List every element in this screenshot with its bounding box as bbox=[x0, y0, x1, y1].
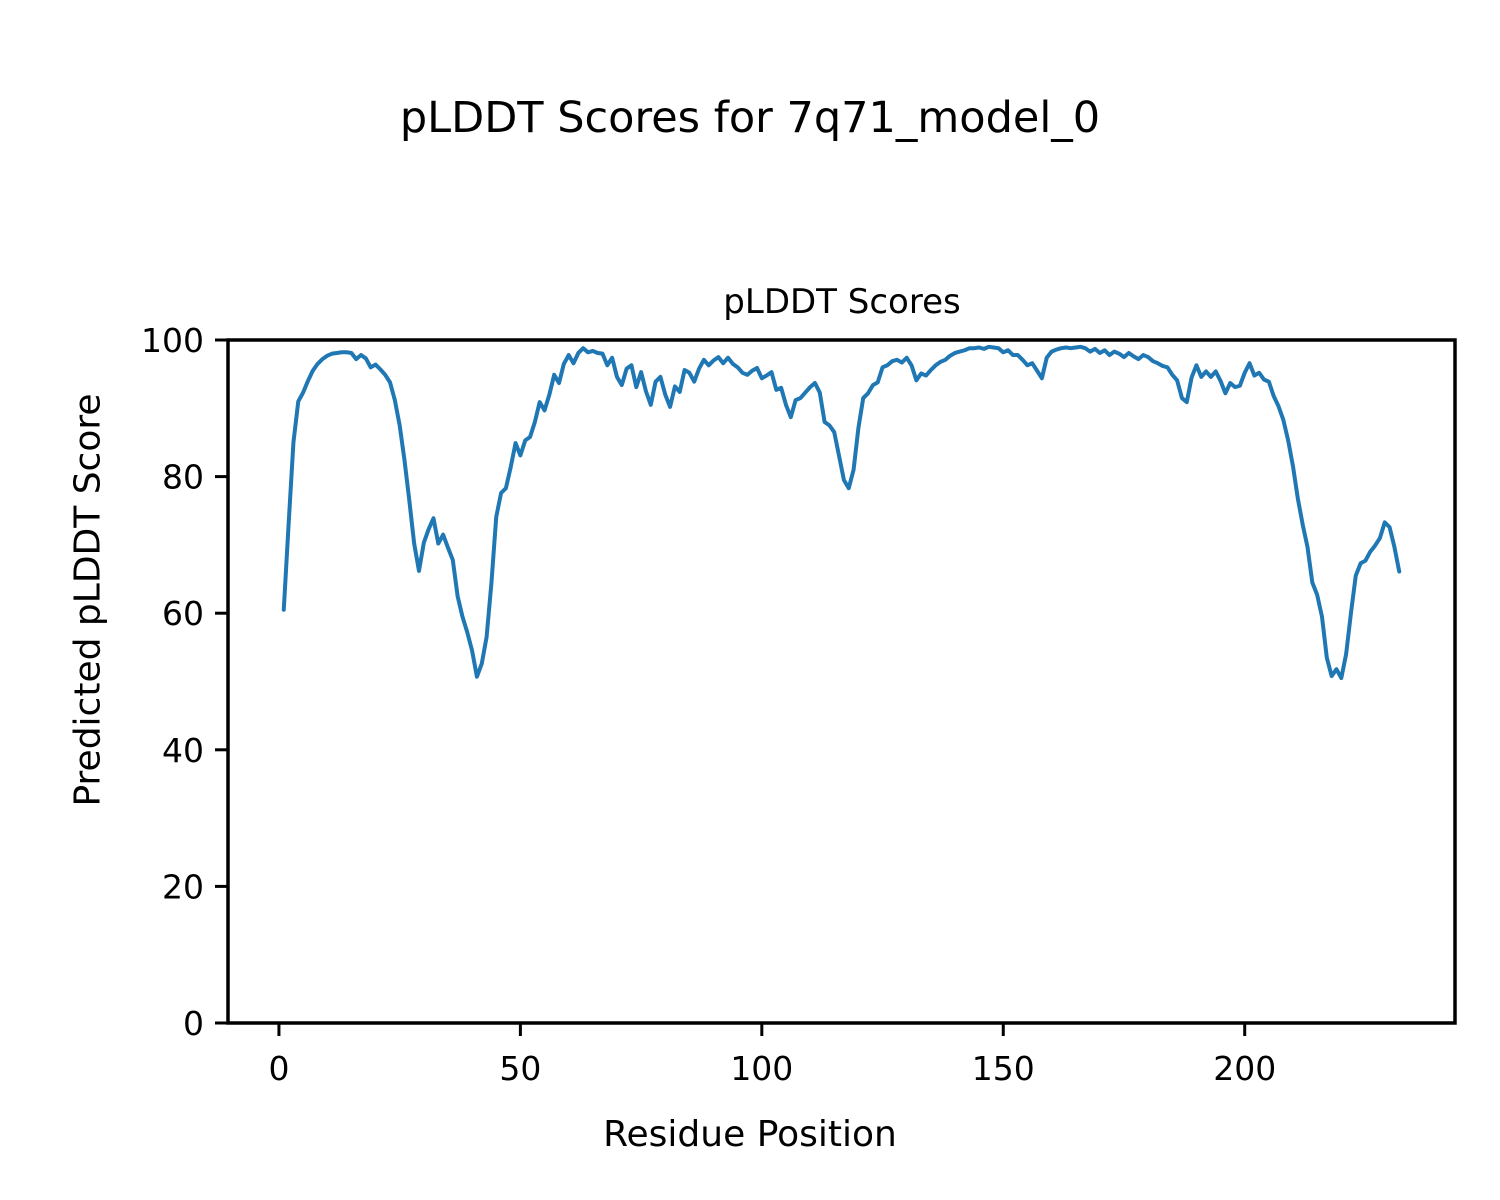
x-tick-label: 200 bbox=[1213, 1049, 1276, 1088]
x-tick-label: 100 bbox=[730, 1049, 793, 1088]
x-axis-label: Residue Position bbox=[603, 1114, 897, 1155]
y-tick-label: 60 bbox=[162, 594, 204, 633]
y-tick-label: 0 bbox=[183, 1004, 204, 1043]
y-tick-label: 80 bbox=[162, 458, 204, 497]
figure-title: pLDDT Scores for 7q71_model_0 bbox=[399, 93, 1101, 143]
y-tick-label: 20 bbox=[162, 867, 204, 906]
x-tick-label: 0 bbox=[268, 1049, 289, 1088]
plddt-line bbox=[281, 344, 1402, 681]
y-tick-label: 100 bbox=[141, 321, 204, 360]
y-axis-label: Predicted pLDDT Score bbox=[67, 393, 109, 807]
axes-title: pLDDT Scores bbox=[723, 282, 961, 322]
x-tick-label: 50 bbox=[499, 1049, 541, 1088]
x-tick-label: 150 bbox=[972, 1049, 1035, 1088]
y-tick-label: 40 bbox=[162, 731, 204, 770]
axes-frame bbox=[226, 338, 1457, 1025]
